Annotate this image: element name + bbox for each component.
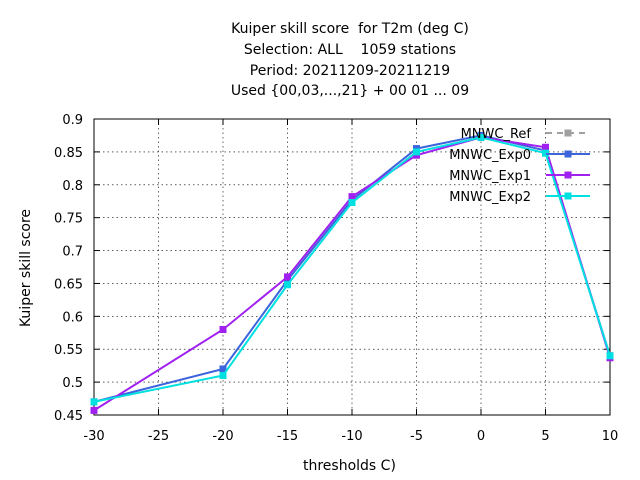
data-point xyxy=(606,352,614,360)
y-tick-label: 0.45 xyxy=(54,409,83,424)
legend-marker xyxy=(564,129,572,137)
data-point xyxy=(477,133,485,141)
data-point xyxy=(90,398,98,406)
y-tick-label: 0.75 xyxy=(54,212,83,227)
title-line-3: Period: 20211209-20211219 xyxy=(249,63,451,79)
y-axis-label: Kuiper skill score xyxy=(18,208,34,328)
legend-marker xyxy=(564,150,572,158)
x-tick-label: -5 xyxy=(410,429,423,444)
y-tick-label: 0.55 xyxy=(54,343,83,358)
y-tick-label: 0.8 xyxy=(62,179,83,194)
x-tick-label: 5 xyxy=(541,429,549,444)
grid xyxy=(94,119,610,415)
series-line xyxy=(93,136,611,403)
series-line xyxy=(93,134,611,403)
axis-ticks: -30 -25 -20 -15 -10 -5 0 5 10 0.45 0.5 0.55 0.6 0.65 0… xyxy=(54,113,618,444)
title-line-1: Kuiper skill score for T2m (deg C) xyxy=(231,21,469,37)
series-line xyxy=(93,136,611,412)
plot-frame xyxy=(93,118,611,416)
data-point xyxy=(348,193,356,201)
x-axis-label: thresholds C) xyxy=(303,458,396,474)
data-point xyxy=(219,325,227,333)
data-point xyxy=(219,372,227,380)
legend-marker xyxy=(564,171,572,179)
x-tick-label: -20 xyxy=(212,429,233,444)
data-point xyxy=(348,199,356,207)
x-tick-label: 10 xyxy=(602,429,619,444)
data-point xyxy=(284,281,291,289)
series-group xyxy=(90,131,614,414)
data-point xyxy=(542,143,549,151)
y-tick-label: 0.7 xyxy=(62,245,83,260)
y-tick-label: 0.5 xyxy=(62,376,83,391)
legend: MNWC_Ref MNWC_Exp0 MNWC_Exp1 MNWC_Exp2 xyxy=(449,127,590,205)
data-point xyxy=(284,273,291,281)
y-tick-label: 0.6 xyxy=(62,310,83,325)
legend-label: MNWC_Exp2 xyxy=(449,190,531,205)
legend-marker xyxy=(564,192,572,200)
x-tick-label: -15 xyxy=(277,429,298,444)
y-tick-label: 0.85 xyxy=(54,146,83,161)
data-point xyxy=(413,148,420,156)
x-tick-label: 0 xyxy=(477,429,485,444)
data-point xyxy=(90,406,98,414)
x-tick-label: -30 xyxy=(83,429,104,444)
title-line-2: Selection: ALL 1059 stations xyxy=(243,42,457,58)
x-tick-label: -25 xyxy=(148,429,169,444)
legend-label: MNWC_Exp0 xyxy=(449,148,531,163)
title-line-4: Used {00,03,...,21} + 00 01 ... 09 xyxy=(230,83,470,99)
y-tick-label: 0.9 xyxy=(62,113,83,128)
data-point xyxy=(219,365,227,373)
x-tick-label: -10 xyxy=(341,429,362,444)
y-tick-label: 0.65 xyxy=(54,277,83,292)
legend-label: MNWC_Ref xyxy=(461,127,532,142)
series-mnwc-exp2 xyxy=(90,133,614,406)
legend-label: MNWC_Exp1 xyxy=(449,169,531,184)
